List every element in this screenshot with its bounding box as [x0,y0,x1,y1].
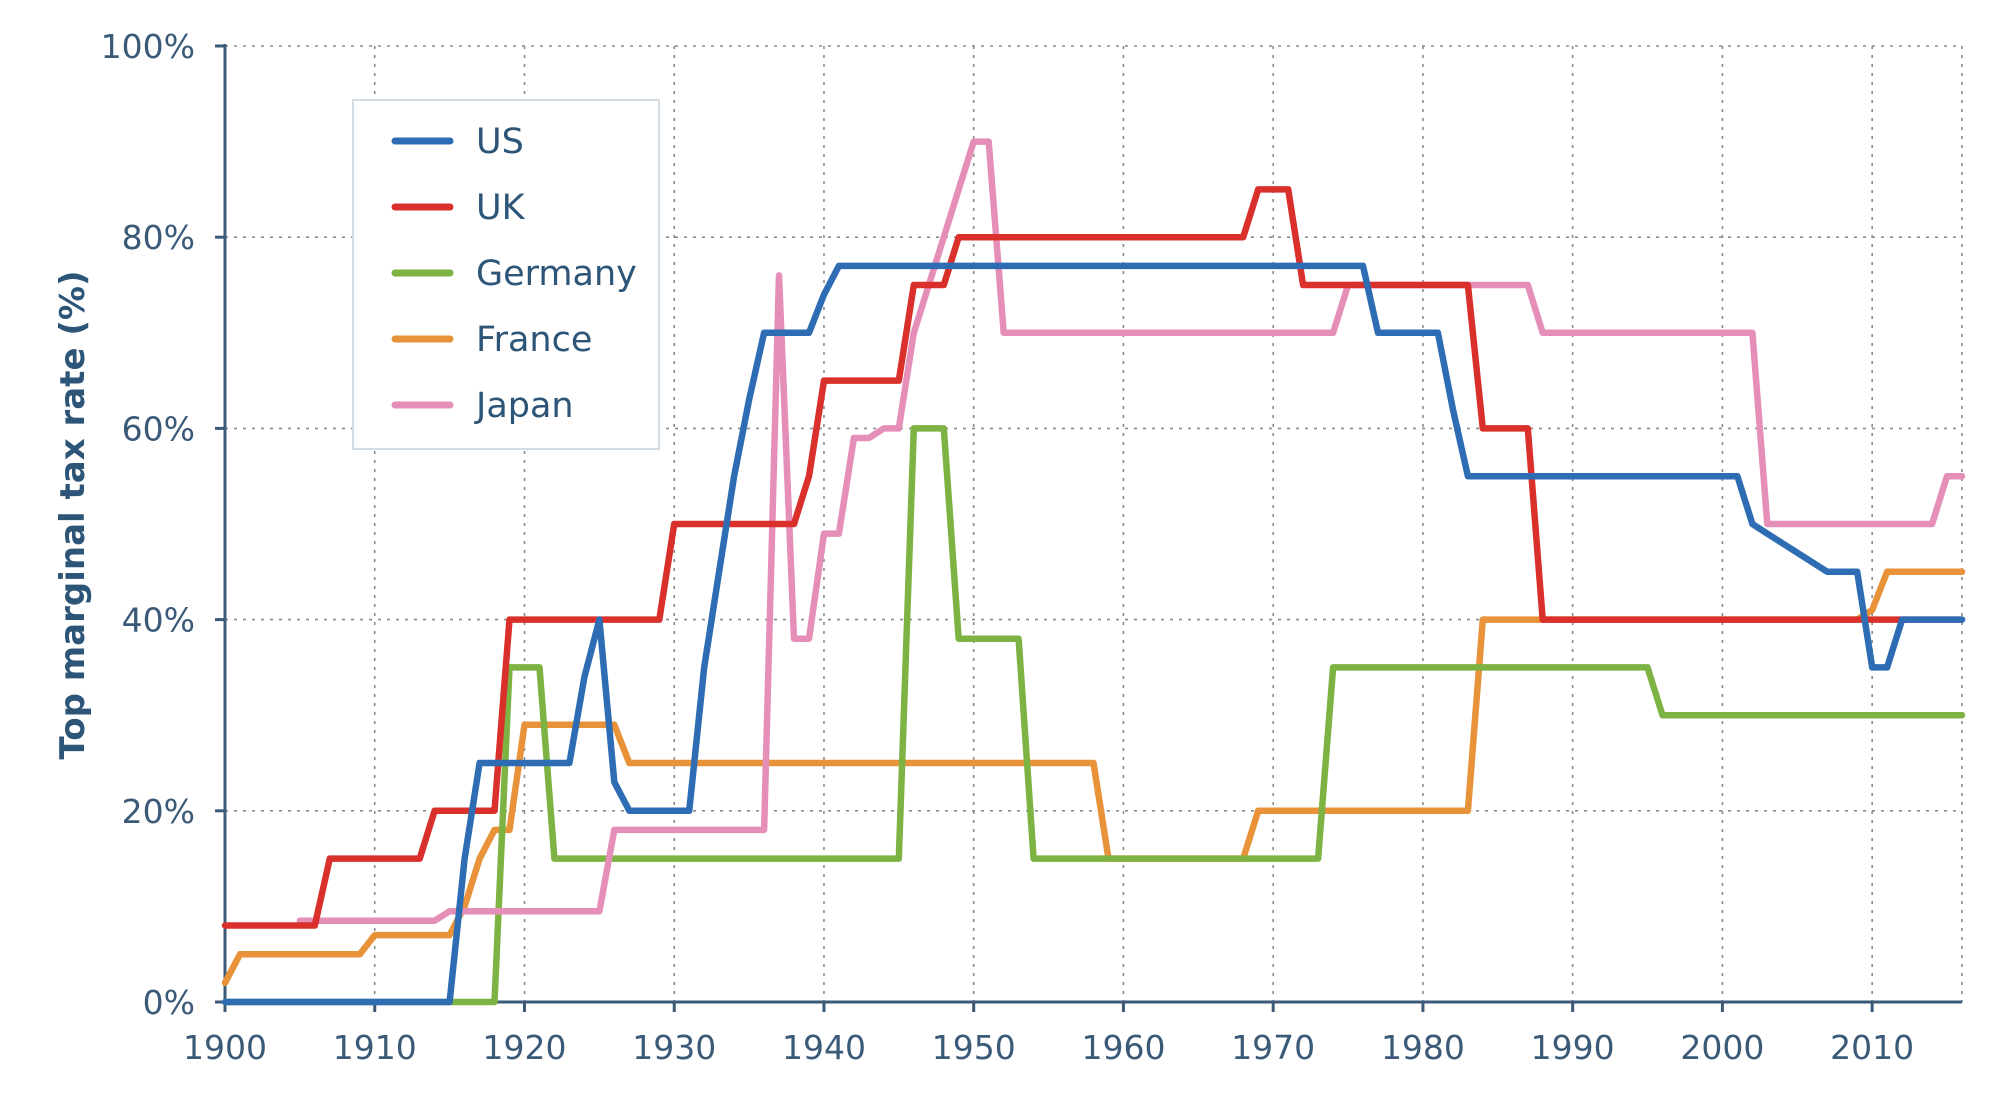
legend-label-uk: UK [476,188,526,228]
y-tick-label: 20% [122,792,195,831]
legend-label-france: France [476,320,592,360]
series-lines [221,138,1966,1006]
x-tick-label: 1900 [183,1028,267,1067]
x-tick-label: 1930 [632,1028,716,1067]
x-tick-label: 2010 [1830,1028,1914,1067]
series-line-japan [296,138,1966,924]
y-axis-title: Top marginal tax rate (%) [53,271,93,760]
legend-label-japan: Japan [474,386,574,426]
axes [215,44,1962,1012]
x-tick-label: 1920 [482,1028,566,1067]
x-tick-label: 1960 [1081,1028,1165,1067]
legend-label-germany: Germany [476,254,637,294]
x-tick-label: 1910 [333,1028,417,1067]
series-line-us [221,262,1966,1006]
x-tick-label: 1990 [1531,1028,1615,1067]
y-tick-label: 60% [122,409,195,448]
series-line-uk [221,186,1966,929]
y-tick-label: 100% [101,27,195,66]
y-tick-label: 80% [122,218,195,257]
x-tick-label: 1940 [782,1028,866,1067]
series-line-germany [221,425,1966,1006]
series-line-france [221,568,1966,987]
legend-label-us: US [476,122,524,162]
x-tick-label: 1970 [1231,1028,1315,1067]
y-tick-label: 40% [122,601,195,640]
x-tick-label: 1950 [932,1028,1016,1067]
tick-labels: 1900 1910 1920 1930 1940 1950 1960 1970 1980 1990… [101,27,1914,1067]
y-tick-label: 0% [143,983,195,1022]
legend: US UK Germany France Japan [352,99,660,450]
x-tick-label: 1980 [1381,1028,1465,1067]
x-tick-label: 2000 [1680,1028,1764,1067]
